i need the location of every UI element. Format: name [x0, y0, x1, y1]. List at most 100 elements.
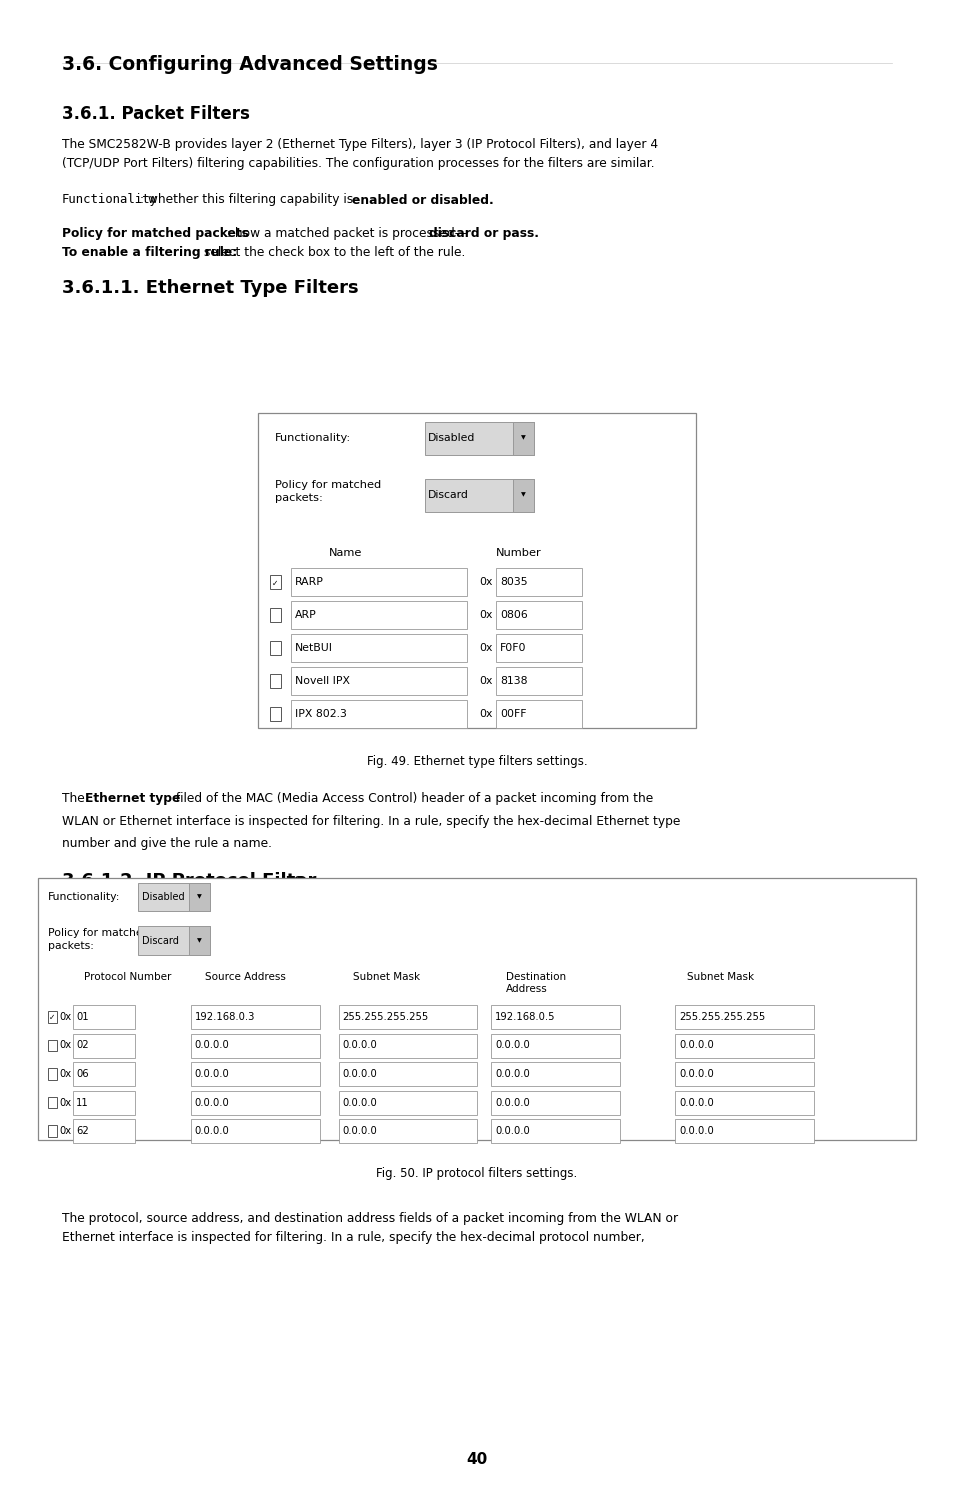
Bar: [424, 422, 534, 454]
Text: 62: 62: [76, 1126, 89, 1136]
Bar: [338, 1119, 476, 1143]
Text: 00FF: 00FF: [499, 710, 526, 718]
Text: 3.6.1.1. Ethernet Type Filters: 3.6.1.1. Ethernet Type Filters: [62, 279, 358, 297]
Text: 0x: 0x: [59, 1098, 71, 1107]
Text: ▼: ▼: [521, 492, 525, 498]
Text: RARP: RARP: [294, 578, 323, 586]
Text: Functionality:: Functionality:: [274, 433, 351, 442]
Text: 0.0.0.0: 0.0.0.0: [194, 1070, 229, 1078]
Text: Novell IPX: Novell IPX: [294, 676, 350, 686]
Bar: [496, 633, 581, 663]
Text: Policy for matched packets: Policy for matched packets: [62, 226, 249, 240]
Text: 0806: 0806: [499, 610, 527, 620]
Text: enabled or disabled.: enabled or disabled.: [352, 194, 494, 207]
Text: select the check box to the left of the rule.: select the check box to the left of the …: [200, 246, 465, 259]
Bar: [270, 609, 281, 621]
Bar: [491, 1090, 619, 1114]
Text: Functionality: Functionality: [62, 194, 157, 207]
Text: 02: 02: [76, 1041, 89, 1050]
Bar: [270, 706, 281, 720]
Bar: [675, 1005, 813, 1029]
Bar: [496, 600, 581, 630]
Text: ARP: ARP: [294, 610, 316, 620]
Text: 0.0.0.0: 0.0.0.0: [342, 1070, 376, 1078]
Text: 0.0.0.0: 0.0.0.0: [495, 1041, 529, 1050]
Bar: [675, 1034, 813, 1058]
Text: 0.0.0.0: 0.0.0.0: [679, 1098, 713, 1107]
Bar: [72, 1090, 134, 1114]
Bar: [491, 1034, 619, 1058]
Text: 0x: 0x: [478, 710, 492, 718]
Bar: [291, 600, 467, 630]
Text: Destination
Address: Destination Address: [505, 972, 565, 994]
Bar: [48, 1125, 57, 1137]
Bar: [38, 878, 915, 1140]
Bar: [491, 1062, 619, 1086]
Bar: [675, 1119, 813, 1143]
Text: ▼: ▼: [197, 938, 201, 944]
Bar: [291, 633, 467, 663]
Text: 0.0.0.0: 0.0.0.0: [194, 1126, 229, 1136]
Text: 0x: 0x: [59, 1070, 71, 1078]
Text: To enable a filtering rule:: To enable a filtering rule:: [62, 246, 237, 259]
Text: ▼: ▼: [197, 894, 201, 900]
Text: F0F0: F0F0: [499, 644, 526, 652]
Bar: [338, 1062, 476, 1086]
Text: Discard: Discard: [428, 490, 469, 500]
Bar: [513, 422, 534, 454]
Bar: [291, 666, 467, 694]
Bar: [270, 642, 281, 654]
Text: Ethernet type: Ethernet type: [85, 792, 180, 806]
Text: 0.0.0.0: 0.0.0.0: [342, 1126, 376, 1136]
Text: ✓: ✓: [50, 1013, 55, 1022]
Bar: [72, 1062, 134, 1086]
Text: The SMC2582W-B provides layer 2 (Ethernet Type Filters), layer 3 (IP Protocol Fi: The SMC2582W-B provides layer 2 (Etherne…: [62, 138, 658, 170]
Text: Disabled: Disabled: [142, 892, 185, 902]
Text: 0.0.0.0: 0.0.0.0: [342, 1041, 376, 1050]
Bar: [189, 926, 210, 956]
Bar: [48, 1096, 57, 1108]
Bar: [72, 1005, 134, 1029]
Bar: [496, 699, 581, 728]
Bar: [675, 1062, 813, 1086]
Text: 0x: 0x: [59, 1126, 71, 1136]
Text: discard or pass.: discard or pass.: [429, 226, 538, 240]
Bar: [191, 1062, 319, 1086]
Text: Disabled: Disabled: [428, 433, 476, 442]
Bar: [48, 1040, 57, 1052]
Text: 11: 11: [76, 1098, 89, 1107]
Text: The protocol, source address, and destination address fields of a packet incomin: The protocol, source address, and destin…: [62, 1212, 678, 1243]
Text: 0.0.0.0: 0.0.0.0: [495, 1126, 529, 1136]
Bar: [491, 1005, 619, 1029]
Bar: [72, 1034, 134, 1058]
Text: : how a matched packet is processed—: : how a matched packet is processed—: [227, 226, 467, 240]
Text: 0.0.0.0: 0.0.0.0: [495, 1070, 529, 1078]
Bar: [291, 699, 467, 728]
Text: Subnet Mask: Subnet Mask: [686, 972, 753, 982]
Bar: [291, 568, 467, 597]
Text: 0.0.0.0: 0.0.0.0: [679, 1126, 713, 1136]
Text: 0x: 0x: [59, 1041, 71, 1050]
Text: Policy for matched
packets:: Policy for matched packets:: [274, 480, 380, 502]
Bar: [72, 1119, 134, 1143]
Text: 0.0.0.0: 0.0.0.0: [342, 1098, 376, 1107]
Text: The: The: [62, 792, 89, 806]
Text: 0x: 0x: [478, 578, 492, 586]
Text: 0.0.0.0: 0.0.0.0: [679, 1041, 713, 1050]
Text: 0x: 0x: [478, 676, 492, 686]
Text: 192.168.0.5: 192.168.0.5: [495, 1013, 555, 1022]
Bar: [48, 1011, 57, 1023]
Text: WLAN or Ethernet interface is inspected for filtering. In a rule, specify the he: WLAN or Ethernet interface is inspected …: [62, 815, 679, 828]
Bar: [191, 1005, 319, 1029]
Text: 0.0.0.0: 0.0.0.0: [495, 1098, 529, 1107]
Text: NetBUI: NetBUI: [294, 644, 333, 652]
Text: Name: Name: [329, 548, 362, 558]
Text: 3.6.1. Packet Filters: 3.6.1. Packet Filters: [62, 105, 250, 123]
Text: Number: Number: [496, 548, 541, 558]
Text: : whether this filtering capability is: : whether this filtering capability is: [140, 194, 357, 207]
Bar: [257, 413, 696, 728]
Bar: [338, 1090, 476, 1114]
Text: 255.255.255.255: 255.255.255.255: [679, 1013, 764, 1022]
Text: filed of the MAC (Media Access Control) header of a packet incoming from the: filed of the MAC (Media Access Control) …: [168, 792, 653, 806]
Text: 06: 06: [76, 1070, 89, 1078]
